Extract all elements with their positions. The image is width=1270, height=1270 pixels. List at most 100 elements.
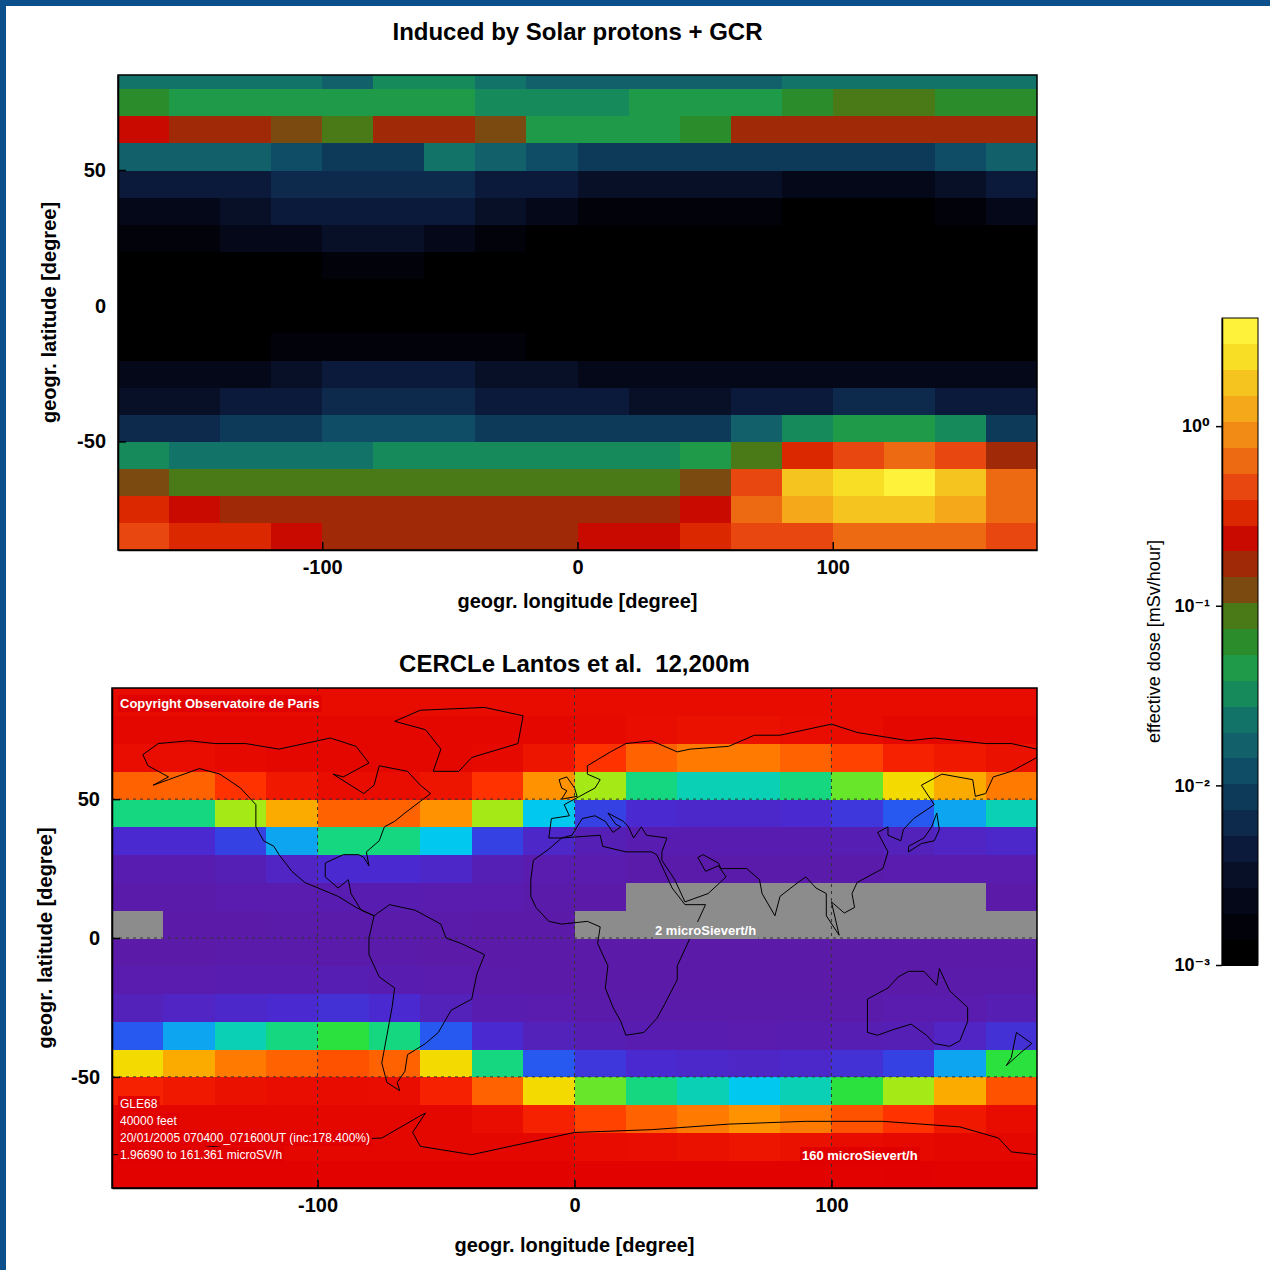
heat-cell <box>322 469 374 497</box>
heat-cell <box>578 387 630 415</box>
heat-cell <box>163 799 215 827</box>
heat-cell <box>883 771 935 799</box>
heat-cell <box>629 89 681 117</box>
colorbar-band <box>1222 680 1258 706</box>
heat-cell <box>934 994 986 1022</box>
heat-cell <box>266 1105 318 1133</box>
heat-cell <box>934 882 986 910</box>
heat-cell <box>986 994 1037 1022</box>
heat-cell <box>935 441 987 469</box>
annotation: Copyright Observatoire de Paris <box>120 696 319 711</box>
heat-cell <box>475 360 527 388</box>
heat-cell <box>833 224 885 252</box>
heat-cell <box>475 75 527 89</box>
heat-cell <box>575 688 627 716</box>
heat-cell <box>373 279 425 307</box>
heat-cell <box>523 1160 575 1188</box>
heat-cell <box>118 387 170 415</box>
heat-cell <box>986 75 1037 89</box>
x-tick-label: 0 <box>572 556 583 578</box>
heat-cell <box>729 744 781 772</box>
heat-cell <box>169 360 221 388</box>
heat-cell <box>934 1077 986 1105</box>
heat-cell <box>831 744 883 772</box>
y-grid-line <box>112 1076 1037 1077</box>
heat-cell <box>420 1049 472 1077</box>
heat-cell <box>680 387 732 415</box>
heat-cell <box>833 387 885 415</box>
heat-cell <box>472 744 524 772</box>
heat-cell <box>526 496 578 524</box>
heat-cell <box>266 966 318 994</box>
heat-cell <box>934 1160 986 1188</box>
heat-cell <box>986 716 1037 744</box>
heat-cell <box>112 966 164 994</box>
heat-cell <box>578 251 630 279</box>
heat-cell <box>629 197 681 225</box>
heat-cell <box>831 882 883 910</box>
heat-cell <box>523 716 575 744</box>
label-patch <box>118 1113 179 1129</box>
heat-cell <box>677 1105 729 1133</box>
heat-cell <box>575 1160 627 1188</box>
x-tick-mark <box>317 1180 319 1188</box>
x-tick-label: 100 <box>815 1194 848 1216</box>
heat-cell <box>215 1021 267 1049</box>
heat-cell <box>472 799 524 827</box>
heat-cell <box>369 688 421 716</box>
y-tick: 0 <box>89 927 120 949</box>
heat-cell <box>322 496 374 524</box>
heat-cell <box>220 333 272 361</box>
heat-cell <box>575 827 627 855</box>
heat-cell <box>578 306 630 334</box>
heat-cell <box>112 771 164 799</box>
heat-cell <box>420 882 472 910</box>
heat-cell <box>475 143 527 171</box>
heat-cell <box>935 75 987 89</box>
heat-cell <box>369 1021 421 1049</box>
y-axis: -50050 <box>71 689 120 1189</box>
heat-cell <box>629 170 681 198</box>
heat-cell <box>884 333 936 361</box>
heat-cell <box>322 224 374 252</box>
heat-cell <box>526 441 578 469</box>
heat-cell <box>169 279 221 307</box>
heat-cell <box>118 89 170 117</box>
heat-cell <box>472 994 524 1022</box>
heat-cell <box>934 1105 986 1133</box>
heat-cell <box>626 744 678 772</box>
heat-cell <box>420 827 472 855</box>
heat-cell <box>420 938 472 966</box>
y-tick-label: -50 <box>77 430 106 452</box>
heat-cell <box>118 224 170 252</box>
heat-cell <box>986 1105 1037 1133</box>
heat-cell <box>986 469 1037 497</box>
heat-cell <box>934 1132 986 1160</box>
label-patch <box>118 1096 160 1112</box>
heat-cell <box>373 89 425 117</box>
heat-cell <box>424 224 476 252</box>
heat-cell <box>215 716 267 744</box>
heat-cell <box>780 771 832 799</box>
heat-cell <box>420 716 472 744</box>
heat-cell <box>169 224 221 252</box>
heat-cell <box>677 966 729 994</box>
y-tick-mark <box>118 441 126 443</box>
heat-cell <box>373 469 425 497</box>
heat-cell <box>731 306 783 334</box>
heat-cell <box>424 116 476 144</box>
colorbar-band <box>1222 318 1258 344</box>
heat-cell <box>215 1160 267 1188</box>
colorbar-tick: 10⁻² <box>1174 776 1222 796</box>
heat-cell <box>677 716 729 744</box>
heat-cell <box>884 469 936 497</box>
heat-cell <box>986 827 1037 855</box>
heat-cell <box>626 882 678 910</box>
heat-cell <box>472 1160 524 1188</box>
x-axis: -1000100 <box>119 542 1038 578</box>
heat-cell <box>626 799 678 827</box>
heat-cell <box>118 523 170 550</box>
heat-cell <box>318 966 370 994</box>
heat-cell <box>578 523 630 550</box>
x-grid-line <box>831 688 832 1188</box>
